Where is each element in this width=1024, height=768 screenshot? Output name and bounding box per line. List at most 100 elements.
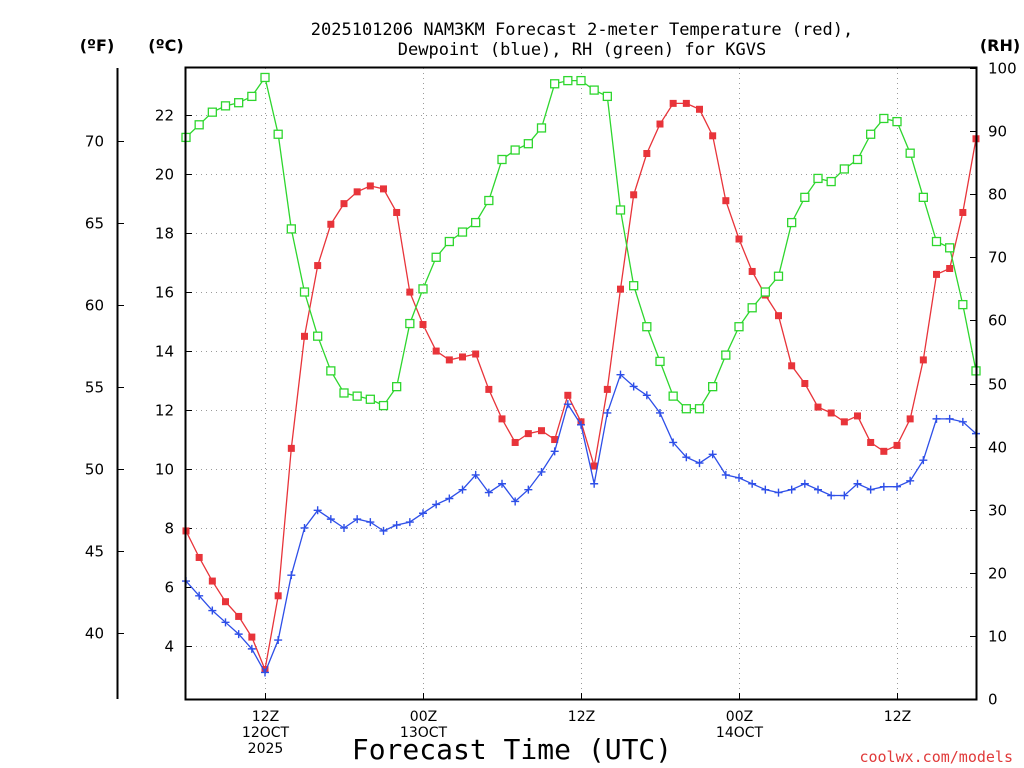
x-tick-label: 14OCT: [716, 725, 764, 741]
rh-point: [326, 366, 336, 376]
rh-point: [234, 98, 244, 108]
dewpoint-point: [629, 382, 638, 391]
x-tick-label: 12OCT: [242, 725, 290, 741]
dewpoint-point: [300, 523, 309, 532]
temperature-point: [959, 208, 967, 216]
rh-tick-label: 0: [988, 691, 998, 709]
rh-point: [892, 116, 902, 127]
dewpoint-point: [432, 500, 441, 509]
rh-point: [694, 404, 705, 414]
celsius-tick-label: 4: [164, 638, 174, 656]
celsius-tick-label: 10: [155, 461, 174, 479]
dewpoint-point: [919, 456, 928, 465]
rh-point: [800, 192, 810, 203]
dewpoint-point: [221, 618, 230, 627]
rh-point: [615, 205, 626, 215]
rh-point: [352, 391, 362, 401]
rh-point: [510, 145, 520, 155]
temperature-point: [274, 592, 282, 600]
rh-tick-label: 100: [988, 60, 1017, 78]
temperature-point: [827, 409, 835, 417]
dewpoint-point: [787, 485, 796, 494]
rh-tick-label: 50: [988, 376, 1007, 394]
dewpoint-point: [340, 523, 348, 532]
rh-tick-label: 80: [988, 186, 1007, 204]
rh-point: [945, 243, 955, 253]
dewpoint-point: [603, 408, 612, 417]
temperature-point: [603, 385, 611, 393]
rh-point: [260, 72, 270, 83]
temperature-point: [814, 403, 822, 411]
dewpoint-point: [405, 518, 414, 527]
dewpoint-point: [313, 506, 322, 515]
rh-tick-label: 30: [988, 502, 1007, 520]
dewpoint-point: [511, 497, 520, 506]
temperature-point: [380, 185, 387, 193]
temperature-point: [906, 415, 914, 423]
credit-text: coolwx.com/models: [859, 748, 1013, 766]
rh-point: [273, 129, 283, 139]
dewpoint-point: [445, 494, 454, 503]
rh-tick-label: 20: [988, 565, 1007, 583]
temperature-point: [722, 197, 730, 205]
temperature-point: [551, 436, 559, 444]
fahrenheit-tick-label: 60: [85, 297, 104, 315]
temperature-point: [393, 208, 401, 216]
rh-point: [879, 113, 889, 124]
fahrenheit-unit-label: (ºF): [80, 36, 115, 55]
dewpoint-point: [656, 408, 664, 417]
rh-point: [629, 281, 639, 291]
dewpoint-point: [682, 453, 691, 462]
rh-point: [734, 322, 744, 332]
rh-point: [339, 388, 349, 398]
rh-point: [299, 287, 310, 297]
dewpoint-point: [761, 485, 770, 494]
rh-point: [444, 236, 454, 247]
temperature-point: [696, 105, 703, 113]
dewpoint-point: [498, 479, 506, 488]
temperature-point: [788, 362, 796, 370]
fahrenheit-tick-label: 70: [85, 133, 104, 151]
rh-point: [813, 173, 823, 184]
temperature-point: [459, 353, 466, 361]
dewpoint-point: [853, 479, 862, 488]
rh-point: [747, 303, 757, 313]
rh-point: [655, 356, 665, 367]
dewpoint-point: [366, 518, 375, 527]
rh-point: [760, 287, 770, 297]
rh-point: [681, 404, 691, 414]
dewpoint-point: [484, 488, 493, 497]
rh-point: [787, 217, 797, 228]
dewpoint-point: [827, 491, 836, 500]
rh-point: [931, 236, 942, 247]
temperature-point: [524, 430, 532, 438]
dewpoint-point: [945, 414, 954, 423]
x-axis-label: Forecast Time (UTC): [352, 733, 672, 766]
temperature-point: [353, 188, 361, 196]
temperature-point: [933, 270, 940, 278]
temperature-point: [538, 427, 545, 435]
fahrenheit-tick-label: 55: [85, 379, 104, 397]
temperature-point: [735, 235, 743, 243]
temperature-point: [472, 350, 480, 358]
rh-tick-label: 70: [988, 249, 1007, 267]
grid-lines: [186, 68, 976, 699]
dewpoint-point: [577, 420, 585, 429]
rh-point: [457, 227, 468, 237]
rh-point: [826, 176, 836, 187]
temperature-point: [314, 262, 322, 270]
temperature-point: [946, 265, 954, 273]
temperature-point: [775, 312, 782, 320]
rh-tick-label: 60: [988, 312, 1007, 330]
temperature-point: [643, 150, 651, 158]
dewpoint-point: [958, 417, 967, 426]
temperature-point: [590, 462, 598, 470]
rh-point: [852, 154, 863, 165]
temperature-point: [709, 132, 717, 140]
dewpoint-point: [458, 485, 467, 494]
rh-point: [536, 123, 547, 133]
temperature-point: [880, 447, 888, 455]
dewpoint-point: [247, 644, 256, 653]
